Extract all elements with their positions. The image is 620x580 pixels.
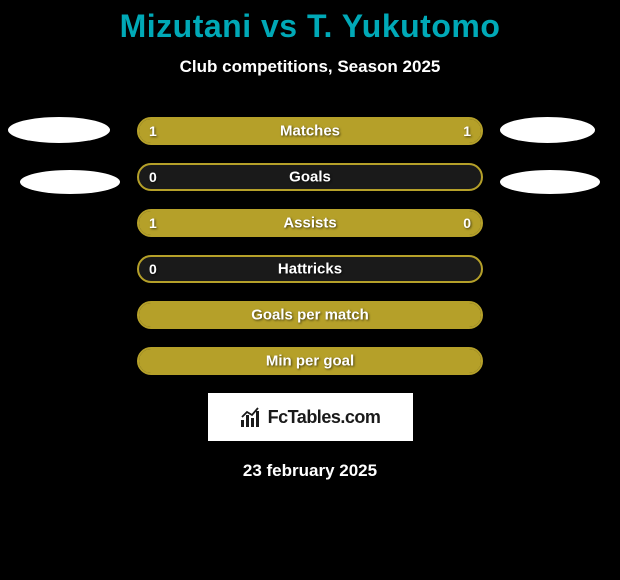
avatar-oval-left-1 (8, 117, 110, 143)
stat-label: Goals (139, 169, 481, 186)
stat-label: Hattricks (139, 261, 481, 278)
avatar-oval-right-2 (500, 170, 600, 194)
stat-label: Goals per match (139, 307, 481, 324)
stat-bar: 0Goals (137, 163, 483, 191)
stat-bar: 1Assists0 (137, 209, 483, 237)
branding-text: FcTables.com (268, 407, 381, 428)
avatar-oval-right-1 (500, 117, 595, 143)
chart-container: Mizutani vs T. Yukutomo Club competition… (0, 0, 620, 481)
stat-value-right: 0 (463, 215, 471, 231)
stat-bar: 0Hattricks (137, 255, 483, 283)
branding-badge: FcTables.com (208, 393, 413, 441)
chart-title: Mizutani vs T. Yukutomo (0, 8, 620, 45)
stat-bars: 1Matches10Goals1Assists00HattricksGoals … (137, 117, 483, 375)
stat-value-right: 1 (463, 123, 471, 139)
chart-icon (240, 405, 264, 429)
avatar-oval-left-2 (20, 170, 120, 194)
stats-area: 1Matches10Goals1Assists00HattricksGoals … (0, 117, 620, 375)
chart-date: 23 february 2025 (0, 461, 620, 481)
stat-bar: Goals per match (137, 301, 483, 329)
stat-label: Assists (139, 215, 481, 232)
stat-label: Min per goal (139, 353, 481, 370)
chart-subtitle: Club competitions, Season 2025 (0, 57, 620, 77)
stat-bar: Min per goal (137, 347, 483, 375)
stat-bar: 1Matches1 (137, 117, 483, 145)
stat-label: Matches (139, 123, 481, 140)
